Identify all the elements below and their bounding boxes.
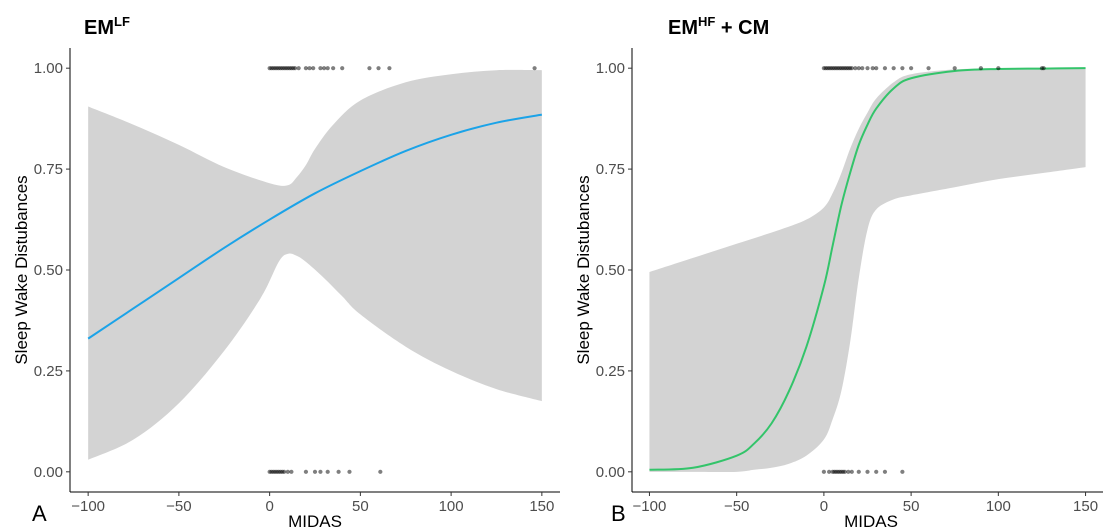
panel-a-x-tick-label: −100 [71, 498, 105, 515]
panel-b-point-y0 [849, 469, 854, 474]
panel-b-point-y1 [865, 66, 870, 71]
panel-a-label: A [32, 501, 47, 526]
panel-b-point-y0 [856, 469, 861, 474]
panel-a-x-tick-label: 0 [265, 498, 273, 515]
panel-a-point-y1 [387, 66, 392, 71]
panel-b-x-tick-label: 100 [986, 498, 1011, 515]
panel-b-point-y1 [926, 66, 931, 71]
panel-a-observations [267, 66, 537, 474]
panel-b-point-y0 [865, 469, 870, 474]
panel-a-point-y1 [292, 66, 298, 71]
panel-a-point-y0 [318, 469, 323, 474]
panel-b-point-y1 [870, 66, 875, 71]
panel-a-point-y0 [347, 469, 352, 474]
panel-b-point-y1 [860, 66, 865, 71]
panel-a-point-y1 [532, 66, 537, 71]
panel-b-point-y0 [882, 469, 888, 474]
panel-a-point-y1 [303, 66, 309, 71]
panel-b-point-y0 [874, 469, 879, 474]
panel-b-point-y1 [874, 66, 879, 71]
panel-b-x-axis-title: MIDAS [844, 512, 898, 530]
panel-a-point-y0 [282, 469, 287, 474]
panel-a-point-y1 [296, 66, 301, 71]
panel-b-point-y1 [1041, 66, 1046, 71]
panel-a-point-y1 [331, 66, 336, 71]
panel-a-y-tick-label: 0.75 [34, 161, 63, 178]
panel-a-point-y0 [336, 469, 341, 474]
panel-a-confidence-band [88, 69, 542, 460]
panel-b-point-y1 [856, 66, 861, 71]
panel-a-point-y0 [303, 469, 309, 474]
panel-a-point-y0 [285, 469, 290, 474]
panel-a-point-y0 [325, 469, 330, 474]
panel-b-x-tick-label: 0 [820, 498, 828, 515]
panel-b-ci-band [649, 68, 1086, 472]
panel-a-y-axis-title: Sleep Wake Distubances [12, 175, 31, 364]
panel-a-point-y0 [378, 469, 383, 474]
panel-b-x-tick-label: 50 [903, 498, 920, 515]
panel-a: EMLF 0.00 0.25 0.50 0.75 1.00 −100 −50 0 50 100 15… [12, 14, 560, 530]
panel-b-confidence-band [649, 68, 1086, 472]
panel-b-y-tick-label: 1.00 [596, 60, 625, 77]
panel-a-x-tick-label: 100 [439, 498, 464, 515]
panel-b-x-tick-label: −100 [633, 498, 667, 515]
panel-b-fit-line-group [649, 67, 1086, 471]
panel-b-point-y1 [909, 66, 914, 71]
panel-a-x-tick-label: 150 [529, 498, 554, 515]
panel-a-fit-line-group [87, 113, 543, 340]
panel-a-point-y0 [312, 469, 318, 474]
panel-b-point-y1 [849, 66, 854, 71]
panel-a-point-y1 [321, 66, 327, 71]
panel-a-x-tick-label: 50 [352, 498, 369, 515]
panel-a-point-y1 [318, 66, 323, 71]
panel-b-y-axis-title: Sleep Wake Distubances [574, 175, 593, 364]
panel-b-x-tick-label: 150 [1073, 498, 1098, 515]
panel-b-point-y0 [821, 469, 826, 474]
panel-a-point-y1 [307, 66, 312, 71]
panel-b-y-tick-label: 0.00 [596, 464, 625, 481]
panel-b: EMHF + CM 0.00 0.25 0.50 0.75 1.00 −100 −50 0 50… [574, 14, 1103, 530]
panel-b-y-tick-label: 0.25 [596, 363, 625, 380]
panel-a-fit-line [87, 113, 543, 340]
panel-b-y-tick-label: 0.50 [596, 262, 625, 279]
panel-b-point-y1 [900, 66, 905, 71]
panel-b-fit-line [649, 67, 1086, 471]
panel-a-y-tick-label: 1.00 [34, 60, 63, 77]
panel-a-ci-band [88, 69, 542, 460]
panel-a-y-tick-label: 0.00 [34, 464, 63, 481]
panel-b-point-y1 [882, 66, 888, 71]
panel-a-point-y1 [325, 66, 330, 71]
panel-b-point-y1 [952, 66, 957, 71]
panel-b-point-y1 [853, 66, 858, 71]
panel-b-point-y0 [827, 469, 832, 474]
panel-a-point-y1 [311, 66, 316, 71]
panel-b-observations [821, 66, 1046, 474]
panel-b-axes: 0.00 0.25 0.50 0.75 1.00 −100 −50 0 50 100 150 [596, 48, 1103, 515]
panel-b-point-y1 [996, 66, 1001, 71]
panel-a-point-y1 [367, 66, 372, 71]
panel-b-point-y1 [891, 66, 896, 71]
panel-b-y-tick-label: 0.75 [596, 161, 625, 178]
panel-a-axes: 0.00 0.25 0.50 0.75 1.00 −100 −50 0 50 100 150 [34, 48, 560, 515]
panel-a-point-y1 [340, 66, 345, 71]
panel-a-title: EMLF [84, 14, 130, 39]
panel-a-x-tick-label: −50 [166, 498, 191, 515]
panel-a-x-axis-title: MIDAS [288, 512, 342, 530]
panel-b-title: EMHF + CM [668, 14, 769, 39]
panel-b-point-y1 [978, 66, 983, 71]
panel-b-x-tick-label: −50 [724, 498, 749, 515]
panel-a-point-y0 [289, 469, 294, 474]
panel-b-point-y0 [900, 469, 905, 474]
panel-a-y-tick-label: 0.50 [34, 262, 63, 279]
panel-b-point-y0 [842, 469, 847, 474]
panel-b-label: B [611, 501, 626, 526]
panel-b-point-y0 [846, 469, 851, 474]
panel-a-y-tick-label: 0.25 [34, 363, 63, 380]
panel-a-point-y1 [376, 66, 381, 71]
